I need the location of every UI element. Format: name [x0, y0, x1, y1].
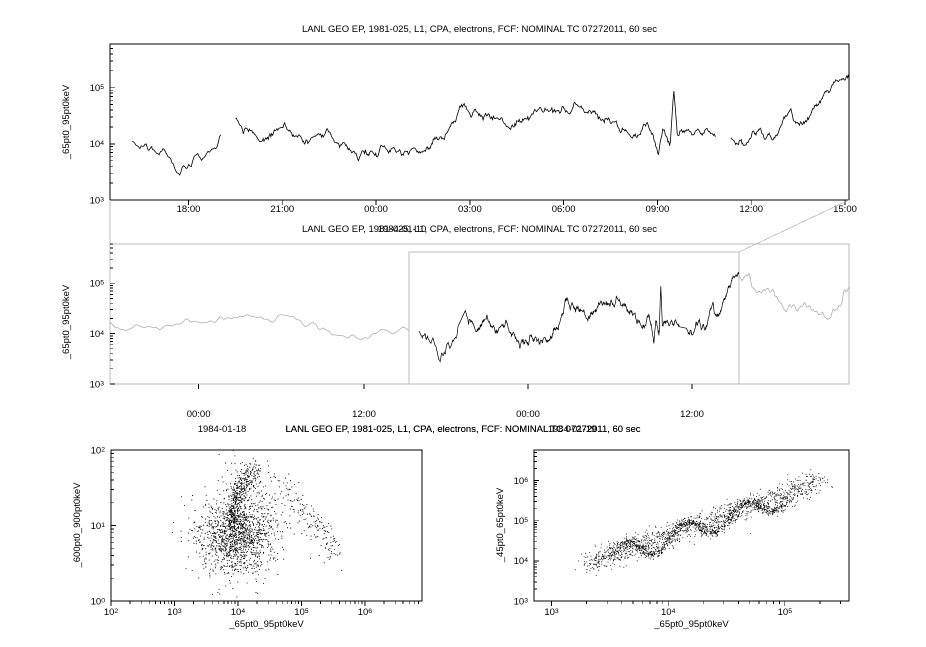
svg-text:1984-01-10: 1984-01-10 — [378, 224, 427, 235]
svg-text:_65pt0_95pt0keV: _65pt0_95pt0keV — [61, 84, 72, 160]
svg-text:_65pt0_95pt0keV: _65pt0_95pt0keV — [653, 619, 729, 630]
svg-text:12:00: 12:00 — [680, 409, 704, 420]
svg-text:00:00: 00:00 — [364, 204, 388, 215]
svg-text:_45pt0_65pt0keV: _45pt0_65pt0keV — [495, 487, 506, 563]
svg-text:_65pt0_95pt0keV: _65pt0_95pt0keV — [228, 619, 304, 630]
svg-text:1984-01-19: 1984-01-19 — [548, 424, 597, 435]
svg-text:12:00: 12:00 — [739, 204, 763, 215]
svg-text:18:00: 18:00 — [177, 204, 201, 215]
svg-text:03:00: 03:00 — [458, 204, 482, 215]
svg-text:_65pt0_95pt0keV: _65pt0_95pt0keV — [61, 284, 72, 360]
svg-text:06:00: 06:00 — [552, 204, 576, 215]
svg-text:12:00: 12:00 — [352, 409, 376, 420]
svg-text:21:00: 21:00 — [270, 204, 294, 215]
svg-text:LANL GEO EP, 1981-025, L1, CPA: LANL GEO EP, 1981-025, L1, CPA, electron… — [302, 24, 657, 35]
svg-text:09:00: 09:00 — [646, 204, 670, 215]
svg-text:_600pt0_900pt0keV: _600pt0_900pt0keV — [72, 482, 83, 569]
svg-text:LANL GEO EP, 1981-025, L1, CPA: LANL GEO EP, 1981-025, L1, CPA, electron… — [302, 224, 657, 235]
svg-text:1984-01-18: 1984-01-18 — [198, 424, 247, 435]
svg-text:00:00: 00:00 — [187, 409, 211, 420]
svg-text:00:00: 00:00 — [516, 409, 540, 420]
